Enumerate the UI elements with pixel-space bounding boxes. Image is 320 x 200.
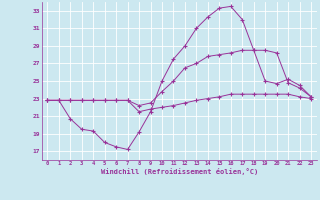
X-axis label: Windchill (Refroidissement éolien,°C): Windchill (Refroidissement éolien,°C) (100, 168, 258, 175)
